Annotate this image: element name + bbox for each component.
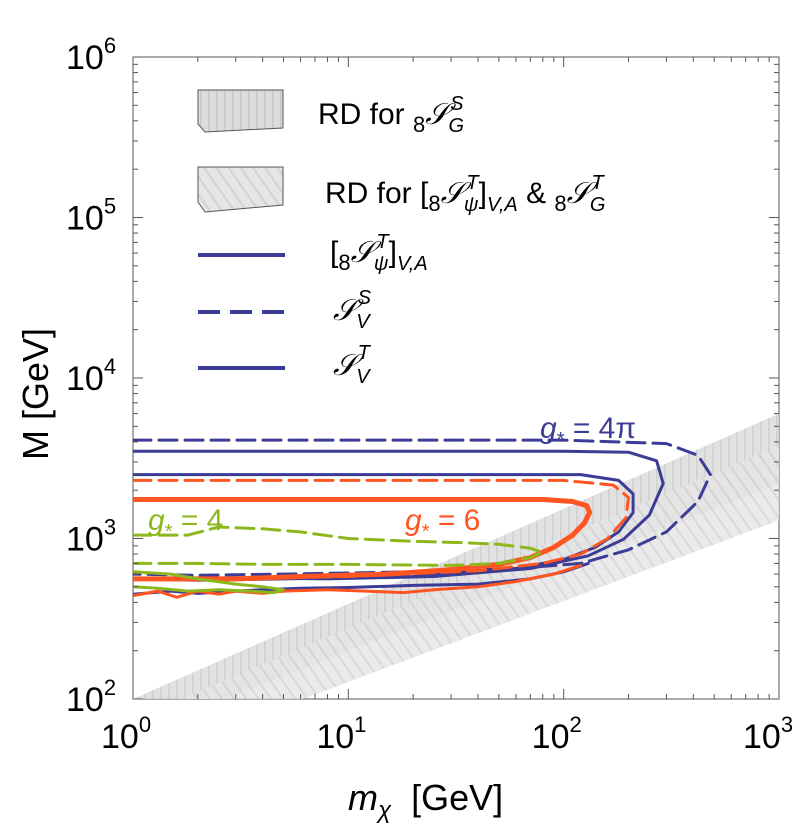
legend-swatch-band	[197, 89, 284, 133]
annotation-g4: g* = 4	[148, 504, 223, 543]
series-green-dashed-5	[133, 525, 545, 567]
y-tick-label: 103	[66, 515, 116, 559]
y-axis-title: M [GeV]	[15, 328, 56, 460]
legend-entry-dashed: 𝒮VS	[198, 287, 372, 333]
series-green-solid-8	[133, 570, 285, 595]
legend-label-band: RD for 8𝒮GS	[318, 93, 464, 137]
legend-entry-band-hatched: RD for [8𝒮ψT]V,A & 8𝒮GT	[197, 166, 605, 216]
rd-band-2	[180, 445, 779, 699]
bands-layer	[133, 413, 779, 699]
legend-label-solid: 𝒮VT	[333, 342, 372, 388]
x-tick-label: 102	[532, 712, 582, 756]
x-tick-label: 101	[316, 712, 366, 756]
series-orange-solid-4	[133, 497, 593, 582]
legend-entry-solid-psi: [8𝒮ψT]V,A	[198, 231, 428, 275]
series-layer	[133, 438, 712, 599]
y-tick-label: 106	[66, 33, 116, 77]
y-tick-label: 105	[66, 194, 116, 238]
legend-entry-solid: 𝒮VT	[198, 342, 372, 388]
rd-band-1	[133, 413, 779, 699]
legend-entry-band: RD for 8𝒮GS	[197, 89, 464, 137]
tick-labels-layer: 100 101 102 103 102 103 104 105 106	[66, 33, 793, 756]
legend-swatch-band-hatched	[197, 166, 284, 213]
annotation-g6: g* = 6	[405, 504, 480, 543]
x-axis-title: mχ [GeV]	[348, 777, 503, 824]
legend-label-solid-psi: [8𝒮ψT]V,A	[330, 231, 428, 275]
legend-label-dashed: 𝒮VS	[333, 287, 372, 333]
series-blue-dashed-0	[133, 438, 712, 577]
x-tick-label: 103	[743, 712, 793, 756]
annotation-g4pi: g* = 4π	[540, 412, 636, 451]
y-tick-label: 104	[66, 354, 116, 398]
ticks-layer	[132, 57, 779, 700]
series-orange-solid-7	[133, 563, 583, 599]
legend: RD for 8𝒮GS RD for [8𝒮ψT]V,A & 8𝒮GT [8𝒮ψ…	[197, 89, 605, 388]
legend-label-band-hatched: RD for [8𝒮ψT]V,A & 8𝒮GT	[325, 172, 605, 216]
x-tick-label: 100	[101, 712, 151, 756]
y-tick-label: 102	[66, 675, 116, 719]
plot-area: 100 101 102 103 102 103 104 105 106	[66, 33, 793, 756]
